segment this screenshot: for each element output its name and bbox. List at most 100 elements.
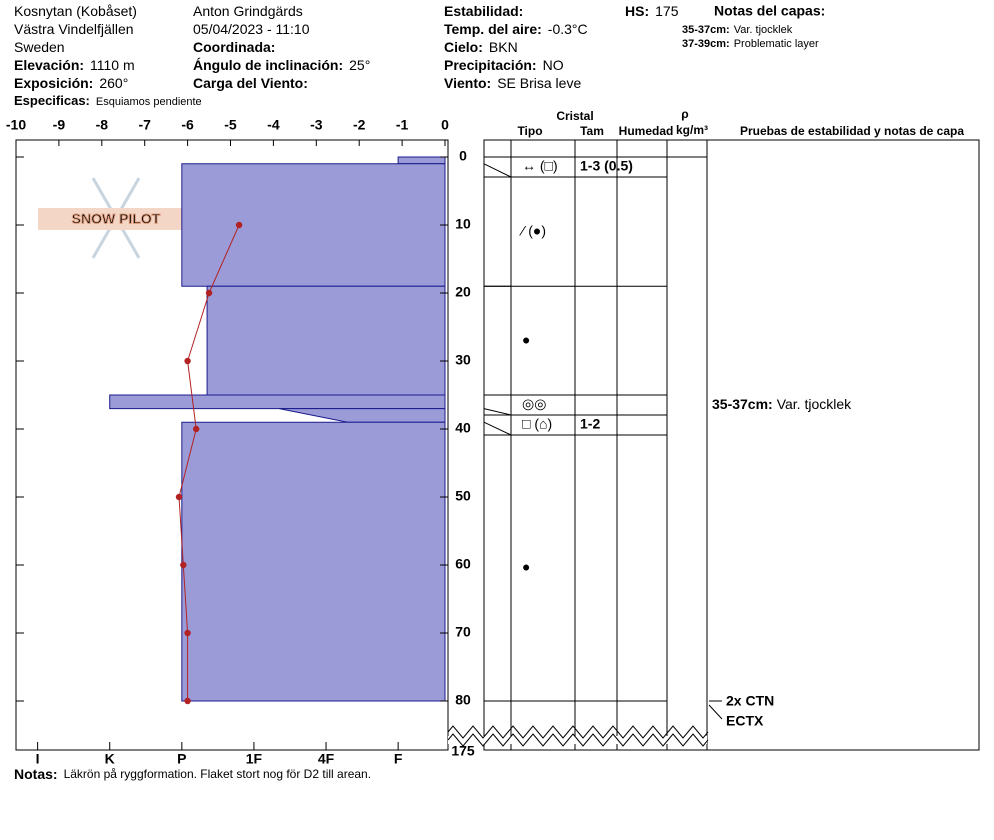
field-label: Temp. del aire: (444, 21, 542, 37)
table-header: Pruebas de estabilidad y notas de capa (740, 124, 964, 138)
layer-comment: 35-37cm: Var. tjocklek (712, 396, 852, 412)
field-value: BKN (489, 39, 518, 55)
note-text: Problematic layer (734, 38, 819, 50)
hardness-tick-label: 4F (318, 751, 335, 767)
row-connector (483, 163, 512, 178)
axis-break (447, 733, 709, 747)
depth-tick-label: 10 (455, 216, 471, 232)
table-header: Humedad (619, 124, 674, 138)
temperature-point (192, 425, 200, 433)
depth-tick-label: 80 (455, 692, 471, 708)
field-label: Especificas: (14, 93, 90, 108)
depth-tick-label: 70 (455, 624, 471, 640)
table-header: ρ (681, 107, 688, 121)
field-label: Cielo: (444, 39, 483, 55)
header-field: Västra Vindelfjällen (14, 21, 134, 37)
field-label: Precipitación: (444, 57, 537, 73)
hardness-layer (397, 156, 446, 165)
table-header: Tam (580, 124, 604, 138)
field-label: Estabilidad: (444, 3, 523, 19)
grain-type: ● (522, 331, 530, 347)
temperature-point (180, 561, 187, 569)
field-value: SE Brisa leve (497, 75, 581, 91)
layer-note: 35-37cm: Var. tjocklek (682, 24, 793, 36)
temp-tick-label: -1 (396, 117, 409, 133)
header-field: Ángulo de inclinación: 25° (193, 57, 370, 73)
field-value: 1110 m (90, 57, 135, 73)
axis-break (447, 725, 709, 739)
depth-ground-label: 175 (451, 743, 475, 759)
logo: SNOW PILOT (38, 177, 194, 259)
grain-size: 1-3 (0.5) (580, 158, 633, 174)
header-field: Coordinada: (193, 39, 275, 55)
field-value: Anton Grindgärds (193, 3, 303, 19)
notes: Notas: Läkrön på ryggformation. Flaket st… (14, 766, 371, 782)
logo-band (38, 208, 194, 230)
field-label: Coordinada: (193, 39, 275, 55)
test-result: ECTX (726, 713, 764, 729)
comment-label: 35-37cm: (712, 396, 773, 412)
field-value: -0.3°C (548, 21, 588, 37)
field-label: Ángulo de inclinación: (193, 57, 343, 73)
field-value: Kosnytan (Kobåset) (14, 3, 137, 19)
row-connector (483, 408, 512, 416)
logo-text: SNOW PILOT (72, 211, 161, 227)
field-value: Sweden (14, 39, 65, 55)
field-value: NO (543, 57, 564, 73)
header-field: 05/04/2023 - 11:10 (193, 21, 310, 37)
header-field: Carga del Viento: (193, 75, 308, 91)
header-field: Viento: SE Brisa leve (444, 75, 581, 91)
field-label: Carga del Viento: (193, 75, 308, 91)
temp-tick-label: -6 (181, 117, 194, 133)
depth-tick-label: 40 (455, 420, 471, 436)
temperature-point (184, 629, 191, 637)
temp-tick-label: -9 (53, 117, 66, 133)
temp-tick-label: -4 (267, 117, 280, 133)
temperature-line (178, 224, 240, 701)
field-value: 175 (655, 3, 679, 19)
hardness-layer (181, 163, 446, 287)
temp-tick-label: -2 (353, 117, 366, 133)
table-header: Tipo (517, 124, 542, 138)
temperature-point (184, 357, 191, 365)
header-field: Precipitación: NO (444, 57, 564, 73)
header-field: Sweden (14, 39, 65, 55)
profile-frame (15, 139, 449, 751)
note-label: 35-37cm: (682, 24, 730, 36)
grain-type: ↔ (□) (522, 158, 558, 174)
grain-type: ⁄ (●) (519, 222, 546, 238)
header-field: Elevación: 1110 m (14, 57, 135, 73)
header-field: Exposición: 260° (14, 75, 128, 91)
row-connector (483, 421, 512, 436)
notes-text: Läkrön på ryggformation. Flaket stort no… (64, 767, 371, 781)
header-field: Kosnytan (Kobåset) (14, 3, 137, 19)
hardness-tick-label: P (177, 751, 186, 767)
depth-tick-label: 20 (455, 284, 471, 300)
hardness-tick-label: F (394, 751, 403, 767)
grain-type: ◎◎ (522, 396, 546, 412)
hardness-tick-label: K (105, 751, 115, 767)
field-label: HS: (625, 3, 649, 19)
temp-tick-label: 0 (441, 117, 449, 133)
hardness-tick-label: I (36, 751, 40, 767)
hardness-layer (181, 421, 446, 702)
hardness-tick-label: 1F (246, 751, 263, 767)
temp-tick-label: -5 (224, 117, 237, 133)
depth-tick-label: 30 (455, 352, 471, 368)
temperature-point (205, 289, 213, 297)
grain-size: 1-2 (580, 416, 600, 432)
note-label: 37-39cm: (682, 38, 730, 50)
temp-tick-label: -7 (138, 117, 151, 133)
notes-label: Notas: (14, 766, 58, 782)
test-result: 2x CTN (726, 693, 774, 709)
field-value: Västra Vindelfjällen (14, 21, 134, 37)
field-label: Exposición: (14, 75, 93, 91)
comment-text: Var. tjocklek (777, 396, 852, 412)
layer-notes-title: Notas del capas: (714, 3, 825, 19)
field-value: 25° (349, 57, 370, 73)
field-value: 05/04/2023 - 11:10 (193, 21, 310, 37)
temperature-point (235, 221, 243, 229)
grain-type: ● (522, 559, 530, 575)
temperature-point (175, 493, 183, 501)
